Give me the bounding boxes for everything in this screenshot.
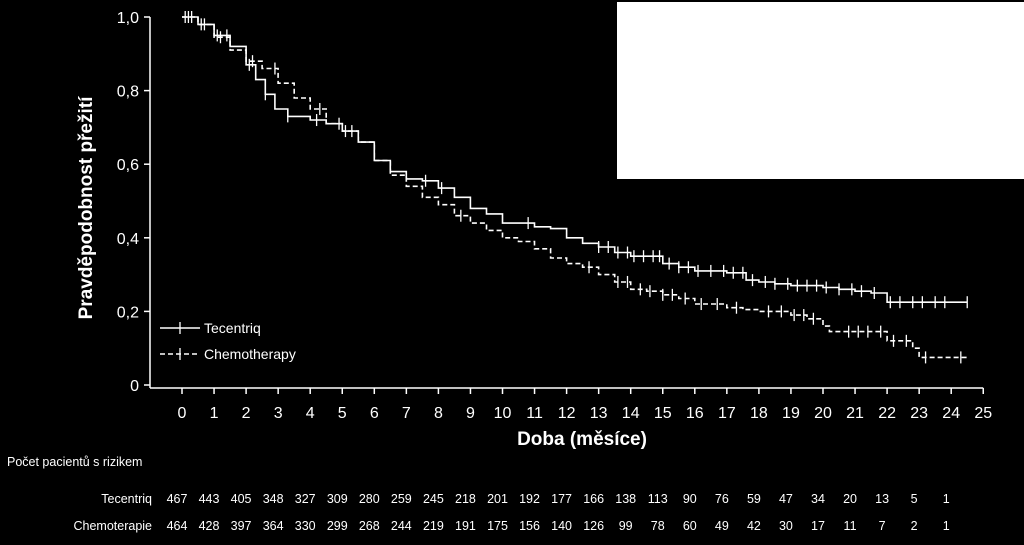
- risk-value: 20: [843, 492, 857, 506]
- risk-value: 90: [683, 492, 697, 506]
- survival-curves: [182, 11, 968, 364]
- risk-value: 30: [779, 519, 793, 533]
- risk-value: 1: [943, 492, 950, 506]
- risk-value: 309: [327, 492, 348, 506]
- x-tick-label: 20: [814, 405, 832, 422]
- risk-value: 245: [423, 492, 444, 506]
- legend-label-tecentriq: Tecentriq: [204, 320, 261, 336]
- y-tick-label: 0,4: [117, 231, 139, 248]
- risk-value: 191: [455, 519, 476, 533]
- risk-value: 78: [651, 519, 665, 533]
- x-tick-label: 21: [846, 405, 864, 422]
- series-line-chemotherapy: [182, 16, 968, 359]
- risk-value: 166: [583, 492, 604, 506]
- risk-value: 177: [551, 492, 572, 506]
- x-tick-label: 19: [782, 405, 800, 422]
- risk-value: 327: [295, 492, 316, 506]
- x-tick-label: 4: [306, 405, 315, 422]
- risk-value: 17: [811, 519, 825, 533]
- x-tick-label: 15: [654, 405, 672, 422]
- x-tick-label: 7: [402, 405, 411, 422]
- risk-row-label: Chemoterapie: [73, 519, 152, 533]
- risk-value: 467: [167, 492, 188, 506]
- x-tick-label: 8: [434, 405, 443, 422]
- x-tick-label: 2: [242, 405, 251, 422]
- risk-value: 1: [943, 519, 950, 533]
- risk-value: 7: [879, 519, 886, 533]
- risk-value: 34: [811, 492, 825, 506]
- y-tick-label: 0,8: [117, 84, 139, 101]
- y-tick-label: 1,0: [117, 10, 139, 27]
- risk-value: 192: [519, 492, 540, 506]
- x-tick-label: 16: [686, 405, 704, 422]
- risk-table-title: Počet pacientů s rizikem: [7, 455, 142, 469]
- risk-value: 140: [551, 519, 572, 533]
- risk-value: 60: [683, 519, 697, 533]
- x-tick-label: 17: [718, 405, 736, 422]
- risk-value: 5: [911, 492, 918, 506]
- risk-value: 280: [359, 492, 380, 506]
- y-tick-label: 0,2: [117, 304, 139, 321]
- risk-value: 364: [263, 519, 284, 533]
- risk-value: 219: [423, 519, 444, 533]
- risk-value: 330: [295, 519, 316, 533]
- risk-value: 59: [747, 492, 761, 506]
- risk-value: 464: [167, 519, 188, 533]
- x-tick-label: 25: [974, 405, 992, 422]
- x-tick-label: 23: [910, 405, 928, 422]
- risk-value: 259: [391, 492, 412, 506]
- risk-value: 156: [519, 519, 540, 533]
- x-tick-label: 5: [338, 405, 347, 422]
- risk-value: 11: [844, 519, 857, 533]
- risk-table: Počet pacientů s rizikem Tecentriq 467 443…: [7, 455, 950, 533]
- risk-value: 405: [231, 492, 252, 506]
- y-axis-title: Pravděpodobnost přežití: [76, 96, 97, 319]
- x-tick-label: 24: [942, 405, 960, 422]
- risk-value: 13: [875, 492, 889, 506]
- x-axis-title: Doba (měsíce): [517, 429, 647, 450]
- x-tick-label: 14: [622, 405, 640, 422]
- risk-value: 175: [487, 519, 508, 533]
- risk-value: 49: [715, 519, 729, 533]
- x-tick-label: 9: [466, 405, 475, 422]
- risk-row-label: Tecentriq: [101, 492, 152, 506]
- x-tick-label: 1: [210, 405, 219, 422]
- risk-value: 126: [583, 519, 604, 533]
- x-tick-label: 0: [178, 405, 187, 422]
- y-tick-label: 0: [130, 378, 139, 395]
- axes: 00,20,40,60,81,00 1 2 3 4 5 6 7 8 9 10 11 12 13 14 15 16…: [117, 10, 993, 422]
- risk-value: 76: [715, 492, 729, 506]
- risk-value: 244: [391, 519, 412, 533]
- x-tick-label: 6: [370, 405, 379, 422]
- risk-value: 42: [747, 519, 761, 533]
- risk-value: 428: [199, 519, 220, 533]
- risk-value: 47: [779, 492, 793, 506]
- legend-overlay-box: [617, 2, 1024, 179]
- x-tick-label: 11: [526, 405, 543, 422]
- risk-value: 138: [615, 492, 636, 506]
- legend: Tecentriq Chemotherapy: [160, 320, 296, 362]
- risk-value: 99: [619, 519, 633, 533]
- risk-value: 218: [455, 492, 476, 506]
- x-tick-label: 12: [558, 405, 576, 422]
- x-tick-label: 10: [494, 405, 512, 422]
- risk-value: 397: [231, 519, 252, 533]
- x-tick-label: 22: [878, 405, 896, 422]
- x-tick-label: 3: [274, 405, 283, 422]
- risk-value: 443: [199, 492, 220, 506]
- risk-value: 348: [263, 492, 284, 506]
- risk-value: 201: [487, 492, 508, 506]
- risk-value: 113: [648, 492, 668, 506]
- legend-label-chemotherapy: Chemotherapy: [204, 346, 296, 362]
- x-tick-label: 13: [590, 405, 608, 422]
- risk-value: 299: [327, 519, 348, 533]
- risk-value: 268: [359, 519, 380, 533]
- x-tick-label: 18: [750, 405, 768, 422]
- risk-value: 2: [911, 519, 918, 533]
- y-tick-label: 0,6: [117, 157, 139, 174]
